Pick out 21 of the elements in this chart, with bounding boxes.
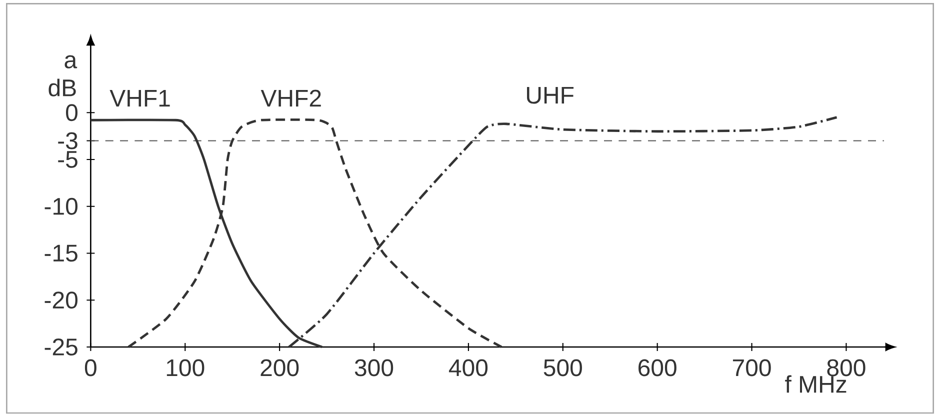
series-label: VHF2 bbox=[260, 90, 321, 107]
y-tick-label: -25 bbox=[44, 338, 78, 356]
y-tick-label: -3 bbox=[58, 132, 78, 150]
x-tick-label: 200 bbox=[260, 359, 299, 376]
y-axis-title: a dB bbox=[48, 55, 78, 96]
series-label: VHF1 bbox=[110, 90, 170, 107]
y-tick-label: 0 bbox=[66, 104, 78, 122]
x-tick-label: 100 bbox=[166, 359, 204, 376]
x-tick-label: 800 bbox=[827, 359, 866, 376]
x-tick-label: 300 bbox=[354, 359, 394, 376]
y-tick-label: -20 bbox=[44, 292, 78, 309]
x-axis-title: f MHz bbox=[785, 375, 846, 393]
x-tick-label: 0 bbox=[84, 359, 96, 376]
y-tick-label: -10 bbox=[44, 198, 78, 215]
x-tick-label: 500 bbox=[544, 359, 582, 376]
y-tick-label: -5 bbox=[58, 151, 78, 168]
x-tick-label: 400 bbox=[448, 359, 488, 376]
y-tick-label: -15 bbox=[44, 244, 78, 262]
series-label: UHF bbox=[527, 86, 574, 104]
x-tick-label: 700 bbox=[732, 359, 771, 376]
x-tick-label: 600 bbox=[638, 359, 676, 376]
